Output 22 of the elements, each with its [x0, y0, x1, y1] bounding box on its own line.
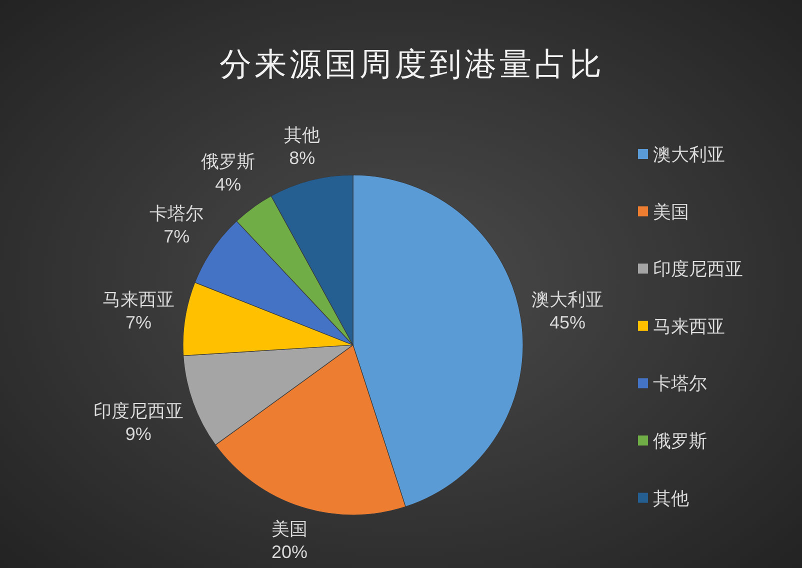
legend-label: 马来西亚	[653, 316, 725, 336]
data-label: 20%	[272, 542, 308, 562]
legend-label: 澳大利亚	[653, 144, 725, 164]
chart-title: 分来源国周度到港量占比	[220, 46, 604, 82]
slice-label: 印度尼西亚	[93, 400, 184, 421]
legend-label: 其他	[653, 488, 689, 508]
data-label: 4%	[215, 174, 242, 195]
slice-label: 俄罗斯	[201, 152, 256, 172]
legend-label: 俄罗斯	[653, 431, 707, 451]
slice-label: 马来西亚	[102, 290, 175, 310]
data-label: 7%	[126, 312, 152, 333]
slice-label: 美国	[272, 518, 308, 539]
legend-label: 印度尼西亚	[653, 259, 743, 280]
legend-label: 美国	[653, 202, 689, 222]
slice-label: 其他	[284, 125, 320, 146]
data-label: 45%	[549, 312, 586, 333]
legend-label: 卡塔尔	[653, 374, 707, 394]
slice-label: 卡塔尔	[150, 204, 204, 224]
data-label: 8%	[289, 148, 316, 168]
data-label: 9%	[125, 424, 152, 444]
slice-label: 澳大利亚	[531, 290, 604, 310]
data-label: 7%	[164, 226, 190, 247]
